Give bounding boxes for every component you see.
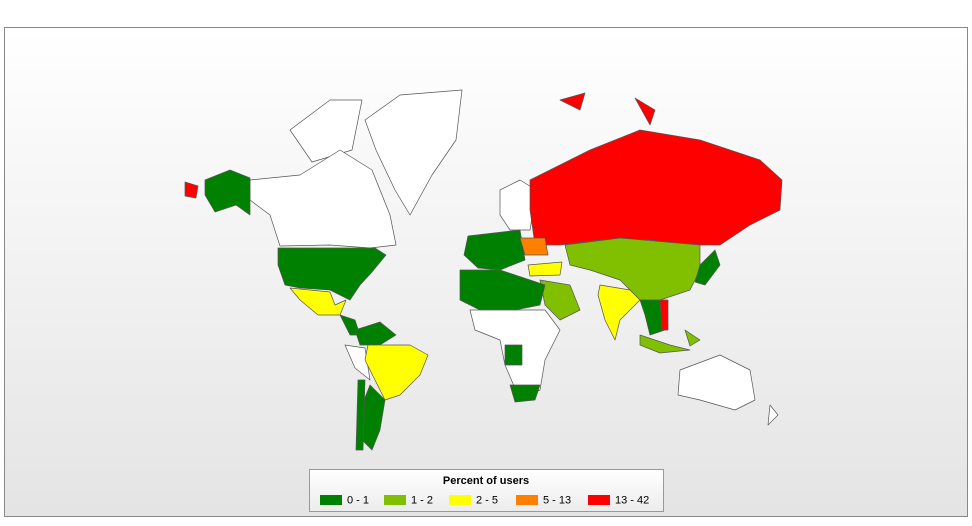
region <box>509 384 541 403</box>
region <box>504 344 523 366</box>
region <box>539 279 581 321</box>
legend-title: Percent of users <box>443 475 529 487</box>
region <box>639 334 691 354</box>
region <box>344 344 371 381</box>
legend-swatch <box>320 495 342 505</box>
legend-swatch <box>384 495 406 505</box>
region <box>499 179 537 231</box>
region <box>694 249 721 286</box>
legend: Percent of users 0 - 1 1 - 2 2 - 5 5 - 13 13… <box>309 469 664 512</box>
region <box>684 329 701 347</box>
legend-label: 5 - 13 <box>543 494 571 506</box>
region <box>527 261 563 277</box>
region <box>364 344 429 401</box>
region <box>559 92 586 111</box>
region <box>634 97 656 126</box>
world-map <box>184 89 783 451</box>
region <box>597 284 641 341</box>
region <box>529 129 783 246</box>
region <box>639 299 666 336</box>
legend-label: 1 - 2 <box>411 494 433 506</box>
region <box>659 299 669 331</box>
region <box>289 287 347 316</box>
region <box>277 247 387 301</box>
legend-label: 13 - 42 <box>615 494 649 506</box>
region <box>677 354 756 411</box>
region <box>289 99 363 163</box>
legend-swatch <box>516 495 538 505</box>
region <box>364 89 463 216</box>
region <box>767 404 779 426</box>
region <box>184 181 199 199</box>
legend-swatch <box>588 495 610 505</box>
region <box>459 269 546 311</box>
region <box>249 149 397 249</box>
legend-swatch <box>449 495 471 505</box>
region <box>204 169 251 216</box>
region <box>354 321 397 346</box>
legend-label: 0 - 1 <box>347 494 369 506</box>
region <box>355 379 366 451</box>
region <box>519 237 549 256</box>
legend-label: 2 - 5 <box>476 494 498 506</box>
